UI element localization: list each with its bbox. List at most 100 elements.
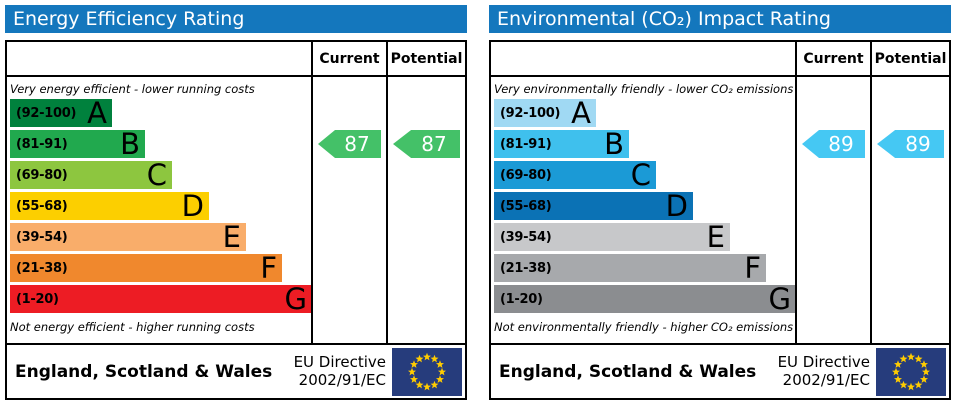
band-row-e: (39-54) E bbox=[10, 220, 311, 254]
eu-flag-icon bbox=[392, 347, 462, 396]
band-range-label: (55-68) bbox=[500, 198, 552, 214]
table-header-row: Current Potential bbox=[491, 42, 949, 77]
eu-directive-line2: 2002/91/EC bbox=[782, 370, 870, 389]
energy-efficiency-panel: Energy Efficiency Rating Current Potenti… bbox=[5, 5, 467, 400]
band-letter: B bbox=[604, 127, 624, 161]
current-rating-value: 89 bbox=[828, 132, 854, 156]
eu-directive-label: EU Directive 2002/91/EC bbox=[777, 352, 870, 389]
band-row-d: (55-68) D bbox=[494, 189, 795, 223]
potential-rating-value: 89 bbox=[905, 132, 931, 156]
band-bar: (55-68) D bbox=[10, 189, 209, 223]
top-caption: Very energy efficient - lower running co… bbox=[10, 82, 255, 96]
table-footer: England, Scotland & Wales EU Directive 2… bbox=[491, 343, 949, 398]
band-bar: (1-20) G bbox=[10, 282, 311, 316]
table-footer: England, Scotland & Wales EU Directive 2… bbox=[7, 343, 465, 398]
band-range-label: (81-91) bbox=[500, 136, 552, 152]
band-row-d: (55-68) D bbox=[10, 189, 311, 223]
band-bar: (39-54) E bbox=[10, 220, 246, 254]
band-bar: (92-100) A bbox=[10, 96, 112, 130]
current-column-header: Current bbox=[795, 42, 870, 75]
header-spacer bbox=[7, 42, 311, 75]
band-row-b: (81-91) B bbox=[10, 130, 311, 159]
band-range-label: (81-91) bbox=[16, 136, 68, 152]
band-letter: F bbox=[744, 251, 761, 285]
band-row-c: (69-80) C bbox=[494, 158, 795, 192]
band-row-a: (92-100) A bbox=[494, 96, 795, 130]
band-letter: D bbox=[181, 189, 204, 223]
eu-directive-line1: EU Directive bbox=[777, 352, 870, 371]
band-letter: E bbox=[222, 220, 241, 254]
band-letter: G bbox=[768, 282, 791, 316]
current-rating-arrow: 89 bbox=[802, 130, 865, 158]
band-range-label: (21-38) bbox=[500, 260, 552, 276]
band-letter: G bbox=[284, 282, 307, 316]
band-range-label: (39-54) bbox=[16, 229, 68, 245]
band-letter: C bbox=[630, 158, 651, 192]
panel-title: Energy Efficiency Rating bbox=[5, 5, 467, 33]
rating-table: Current Potential Very energy efficient … bbox=[5, 40, 467, 400]
bottom-caption: Not environmentally friendly - higher CO… bbox=[494, 320, 794, 334]
region-label: England, Scotland & Wales bbox=[499, 361, 757, 382]
table-header-row: Current Potential bbox=[7, 42, 465, 77]
band-range-label: (39-54) bbox=[500, 229, 552, 245]
band-bar: (21-38) F bbox=[10, 251, 282, 285]
band-bar: (81-91) B bbox=[10, 130, 145, 159]
band-range-label: (55-68) bbox=[16, 198, 68, 214]
rating-ladder: Very environmentally friendly - lower CO… bbox=[491, 77, 795, 343]
band-range-label: (69-80) bbox=[500, 167, 552, 183]
band-bar: (69-80) C bbox=[10, 158, 172, 192]
panel-title: Environmental (CO₂) Impact Rating bbox=[489, 5, 951, 33]
potential-rating-arrow: 89 bbox=[877, 130, 944, 158]
band-row-g: (1-20) G bbox=[10, 282, 311, 316]
current-rating-value: 87 bbox=[344, 132, 370, 156]
top-caption: Very environmentally friendly - lower CO… bbox=[494, 82, 794, 96]
eu-directive-line2: 2002/91/EC bbox=[298, 370, 386, 389]
band-row-g: (1-20) G bbox=[494, 282, 795, 316]
potential-rating-arrow: 87 bbox=[393, 130, 460, 158]
band-row-e: (39-54) E bbox=[494, 220, 795, 254]
band-row-b: (81-91) B bbox=[494, 127, 795, 161]
band-letter: D bbox=[665, 189, 688, 223]
potential-column-header: Potential bbox=[870, 42, 949, 75]
band-bar: (92-100) A bbox=[494, 96, 596, 130]
rating-table: Current Potential Very environmentally f… bbox=[489, 40, 951, 400]
header-spacer bbox=[491, 42, 795, 75]
band-bar: (55-68) D bbox=[494, 189, 693, 223]
band-letter: A bbox=[87, 96, 107, 130]
band-letter: C bbox=[146, 158, 167, 192]
band-bar: (81-91) B bbox=[494, 127, 629, 161]
band-bar: (21-38) F bbox=[494, 251, 766, 285]
table-body: Very energy efficient - lower running co… bbox=[7, 77, 465, 343]
band-row-f: (21-38) F bbox=[494, 251, 795, 285]
band-row-c: (69-80) C bbox=[10, 158, 311, 192]
rating-ladder: Very energy efficient - lower running co… bbox=[7, 77, 311, 343]
band-letter: A bbox=[571, 96, 591, 130]
eu-flag-icon bbox=[876, 347, 946, 396]
potential-rating-value: 87 bbox=[421, 132, 447, 156]
current-value-column: 87 bbox=[311, 77, 386, 343]
band-bar: (39-54) E bbox=[494, 220, 730, 254]
potential-column-header: Potential bbox=[386, 42, 465, 75]
band-bar: (69-80) C bbox=[494, 158, 656, 192]
current-rating-arrow: 87 bbox=[318, 130, 381, 158]
band-range-label: (69-80) bbox=[16, 167, 68, 183]
band-range-label: (92-100) bbox=[16, 105, 77, 121]
band-bar: (1-20) G bbox=[494, 282, 795, 316]
rating-bands: (92-100) A (81-91) B (69-80) C (55-68) D (39-54)… bbox=[494, 96, 795, 316]
potential-value-column: 89 bbox=[870, 77, 949, 343]
bottom-caption: Not energy efficient - higher running co… bbox=[10, 320, 255, 334]
band-range-label: (92-100) bbox=[500, 105, 561, 121]
eu-directive-label: EU Directive 2002/91/EC bbox=[293, 352, 386, 389]
band-range-label: (1-20) bbox=[16, 291, 59, 307]
environmental-impact-panel: Environmental (CO₂) Impact Rating Curren… bbox=[489, 5, 951, 400]
band-letter: E bbox=[706, 220, 725, 254]
potential-value-column: 87 bbox=[386, 77, 465, 343]
rating-bands: (92-100) A (81-91) B (69-80) C (55-68) D (39-54)… bbox=[10, 96, 311, 316]
current-column-header: Current bbox=[311, 42, 386, 75]
band-row-f: (21-38) F bbox=[10, 251, 311, 285]
band-letter: F bbox=[260, 251, 277, 285]
table-body: Very environmentally friendly - lower CO… bbox=[491, 77, 949, 343]
eu-directive-line1: EU Directive bbox=[293, 352, 386, 371]
band-row-a: (92-100) A bbox=[10, 96, 311, 130]
